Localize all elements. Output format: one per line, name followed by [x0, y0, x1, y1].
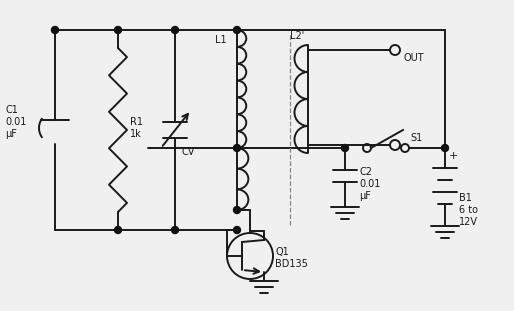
Text: OUT: OUT [404, 53, 425, 63]
Text: C2: C2 [359, 167, 372, 177]
Text: 0.01: 0.01 [5, 117, 26, 127]
Text: μF: μF [5, 129, 17, 139]
Text: 0.01: 0.01 [359, 179, 380, 189]
Text: B1: B1 [459, 193, 472, 203]
Circle shape [172, 226, 178, 234]
Circle shape [233, 226, 241, 234]
Circle shape [233, 207, 241, 213]
Circle shape [115, 26, 121, 34]
Text: 1k: 1k [130, 129, 142, 139]
Circle shape [442, 145, 449, 151]
Circle shape [341, 145, 348, 151]
Text: Q1: Q1 [275, 247, 289, 257]
Text: S1: S1 [410, 133, 422, 143]
Circle shape [172, 26, 178, 34]
Text: +: + [449, 151, 458, 161]
Circle shape [51, 26, 59, 34]
Text: 6 to: 6 to [459, 205, 478, 215]
Circle shape [233, 26, 241, 34]
Circle shape [115, 226, 121, 234]
Text: C1: C1 [5, 105, 18, 115]
Text: CV: CV [181, 147, 194, 157]
Text: 12V: 12V [459, 217, 478, 227]
Text: R1: R1 [130, 117, 143, 127]
Text: L2': L2' [290, 31, 304, 41]
Text: μF: μF [359, 191, 371, 201]
Text: L1: L1 [215, 35, 227, 45]
Circle shape [233, 145, 241, 151]
Text: BD135: BD135 [275, 259, 308, 269]
